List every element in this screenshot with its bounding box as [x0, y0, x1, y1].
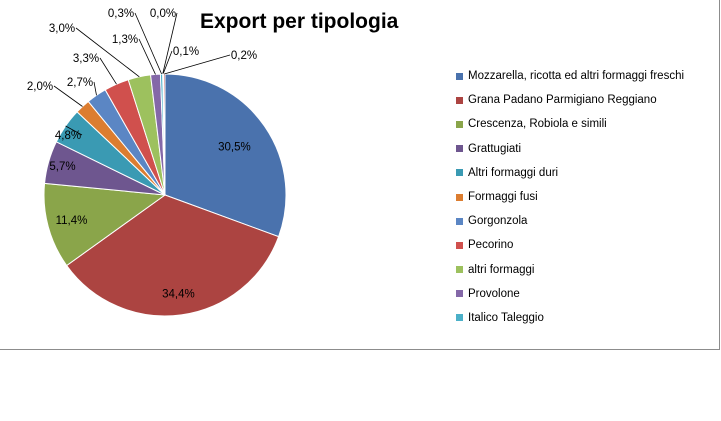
data-label-11: 0,0% [150, 8, 176, 20]
legend-label: Grattugiati [468, 142, 522, 155]
pie-slice-2 [43, 182, 167, 267]
legend-swatch [456, 193, 463, 201]
data-label-9: 1,3% [112, 34, 138, 46]
data-label-6: 2,7% [67, 77, 93, 89]
data-label-5: 2,0% [27, 81, 53, 93]
chart-title: Export per tipologia [200, 10, 399, 33]
legend-swatch [456, 290, 463, 298]
legend-item-9: Provolone [456, 282, 718, 306]
data-label-8: 3,0% [49, 23, 75, 35]
data-label-3: 5,7% [49, 161, 75, 173]
legend-label: Mozzarella, ricotta ed altri formaggi fr… [468, 70, 685, 83]
legend-label: Crescenza, Robiola e simili [468, 118, 607, 131]
data-label-1: 34,4% [162, 288, 195, 300]
data-label-2: 11,4% [56, 215, 88, 227]
data-label-10: 0,3% [108, 8, 134, 20]
leader-line-6 [93, 81, 97, 96]
leader-line-7 [99, 57, 117, 85]
leader-line-10 [134, 12, 162, 75]
data-label-7: 3,3% [73, 53, 99, 65]
legend-label: altri formaggi [468, 263, 535, 276]
legend-swatch [456, 72, 463, 80]
legend-label: Altri formaggi duri [468, 166, 559, 179]
legend-item-7: Pecorino [456, 233, 718, 257]
legend-swatch [456, 241, 463, 249]
legend-label: Provolone [468, 287, 520, 300]
legend-swatch [456, 314, 463, 322]
legend-item-1: Grana Padano Parmigiano Reggiano [456, 88, 718, 112]
legend-label: Italico Taleggio [468, 311, 544, 324]
pie-slice-1 [65, 194, 280, 317]
legend-item-4: Altri formaggi duri [456, 161, 718, 185]
data-label-0: 30,5% [218, 142, 251, 154]
legend-swatch [456, 266, 463, 274]
chart-legend: Mozzarella, ricotta ed altri formaggi fr… [456, 64, 718, 330]
legend-swatch [456, 96, 463, 104]
leader-line-8 [75, 27, 140, 78]
legend-label: Grana Padano Parmigiano Reggiano [468, 94, 657, 107]
legend-swatch [456, 217, 463, 225]
legend-label: Pecorino [468, 239, 514, 252]
legend-label: Formaggi fusi [468, 191, 538, 204]
legend-label: Gorgonzola [468, 215, 528, 228]
leader-line-4 [65, 125, 83, 136]
leader-line-5 [53, 85, 83, 107]
data-label-13: 0,2% [231, 50, 257, 62]
data-label-4: 4,8% [55, 130, 81, 142]
chart-area: Export per tipologia 30,5% 34,4% 11,4% 5,7%… [0, 0, 720, 350]
legend-item-6: Gorgonzola [456, 209, 718, 233]
leader-line-9 [138, 38, 156, 75]
legend-item-2: Crescenza, Robiola e simili [456, 112, 718, 136]
leader-line-11 [162, 12, 178, 75]
legend-swatch [456, 169, 463, 177]
leader-line-13 [164, 54, 231, 75]
leader-line-12 [162, 50, 173, 75]
legend-item-5: Formaggi fusi [456, 185, 718, 209]
legend-item-8: altri formaggi [456, 258, 718, 282]
data-label-12: 0,1% [173, 46, 199, 58]
legend-item-3: Grattugiati [456, 137, 718, 161]
legend-swatch [456, 120, 463, 128]
pie-chart: 30,5% 34,4% 11,4% 5,7% 4,8% 2,0% 2,7% 3,3% 3,0% 1… [27, 8, 287, 317]
legend-swatch [456, 145, 463, 153]
pie-slice-0 [164, 73, 287, 238]
legend-item-10: Italico Taleggio [456, 306, 718, 330]
legend-item-0: Mozzarella, ricotta ed altri formaggi fr… [456, 64, 718, 88]
